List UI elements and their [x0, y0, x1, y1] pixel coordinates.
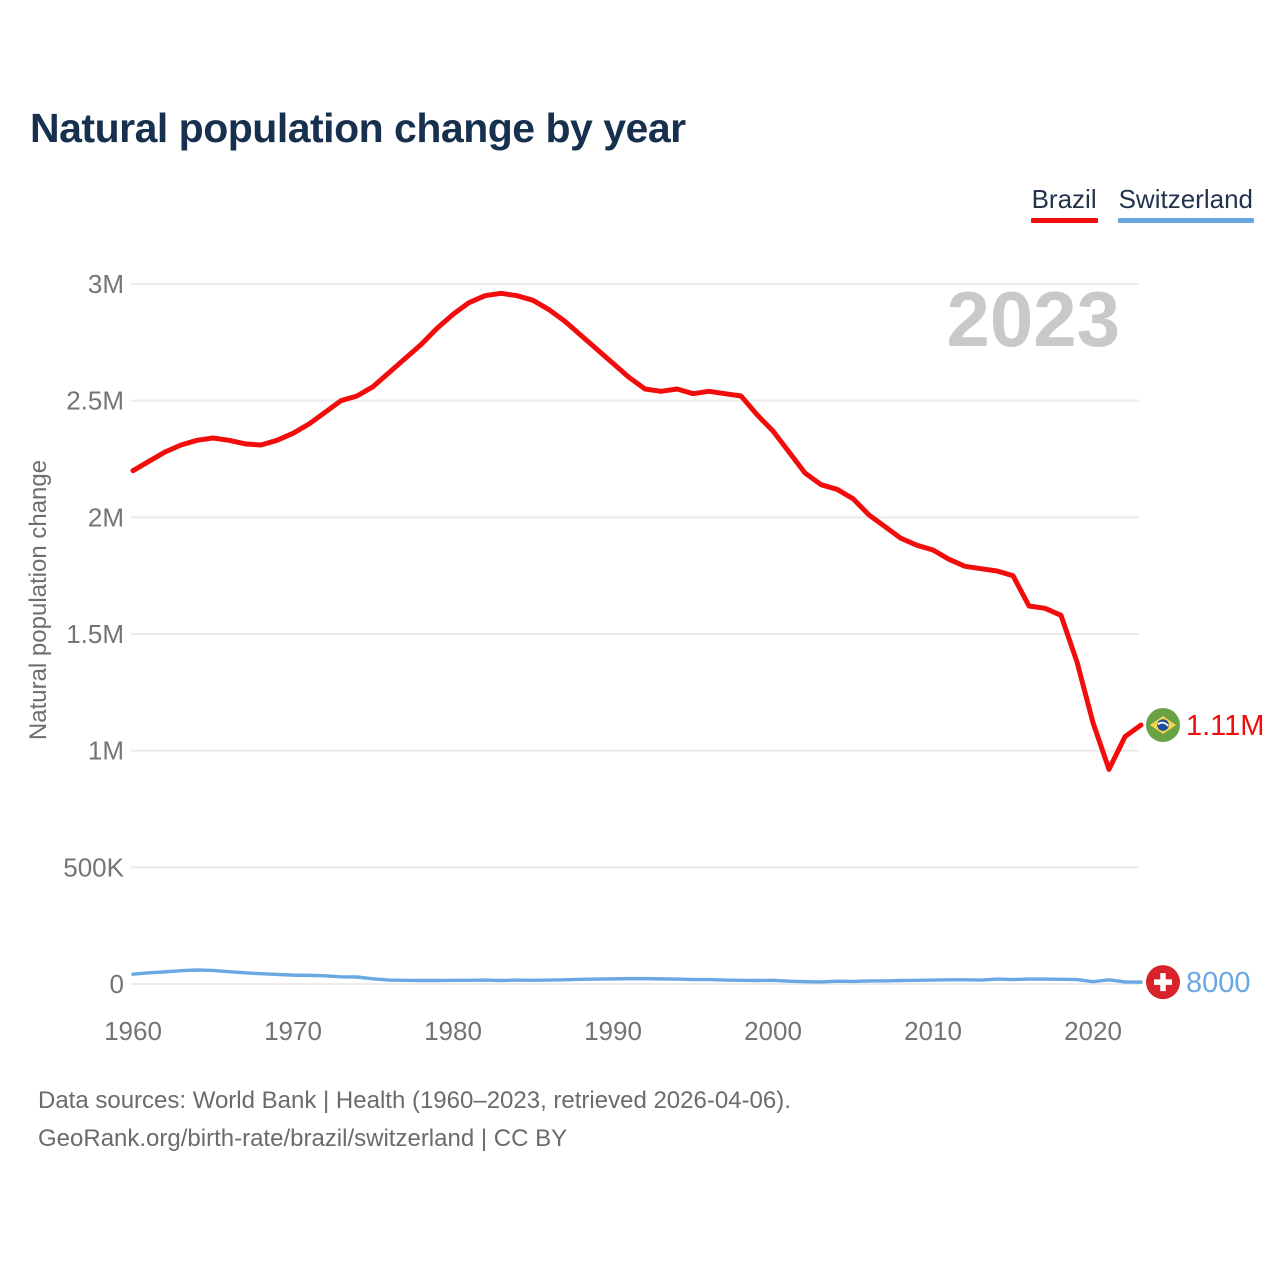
year-watermark: 2023	[946, 275, 1120, 363]
x-tick-label: 1960	[104, 1016, 162, 1046]
legend: Brazil Switzerland	[1030, 184, 1254, 223]
legend-underline-switzerland	[1117, 218, 1254, 223]
y-axis-tick-labels: 0 500K 1M 1.5M 2M 2.5M 3M	[63, 269, 124, 999]
gridlines	[131, 283, 1139, 985]
x-tick-label: 1970	[264, 1016, 322, 1046]
legend-label-brazil: Brazil	[1031, 184, 1097, 214]
legend-item-switzerland[interactable]: Switzerland	[1117, 184, 1254, 223]
x-tick-label: 1980	[424, 1016, 482, 1046]
brazil-line[interactable]	[130, 290, 1144, 772]
y-axis-title: Natural population change	[25, 460, 52, 740]
y-tick-label: 500K	[63, 852, 124, 882]
source-line-2: GeoRank.org/birth-rate/brazil/switzerlan…	[38, 1125, 568, 1152]
source-line-1: Data sources: World Bank | Health (1960–…	[38, 1087, 791, 1114]
x-tick-label: 2010	[904, 1016, 962, 1046]
x-tick-label: 2020	[1064, 1016, 1122, 1046]
page-title: Natural population change by year	[30, 105, 686, 151]
switzerland-flag-icon	[1145, 964, 1181, 1001]
switzerland-value-label: 8000	[1186, 967, 1251, 999]
source-note: Data sources: World Bank | Health (1960–…	[38, 1082, 791, 1158]
y-tick-label: 3M	[88, 269, 124, 299]
y-tick-label: 2.5M	[66, 386, 124, 416]
y-tick-label: 2M	[88, 502, 124, 532]
legend-item-brazil[interactable]: Brazil	[1030, 184, 1098, 223]
legend-underline-brazil	[1030, 218, 1098, 223]
y-tick-label: 1M	[88, 736, 124, 766]
y-tick-label: 1.5M	[66, 619, 124, 649]
x-tick-label: 1990	[584, 1016, 642, 1046]
brazil-flag-icon	[1145, 707, 1181, 743]
x-tick-label: 2000	[744, 1016, 802, 1046]
legend-label-switzerland: Switzerland	[1118, 184, 1253, 214]
x-axis-tick-labels: 1960 1970 1980 1990 2000 2010 2020	[104, 1016, 1122, 1046]
brazil-value-label: 1.11M	[1186, 710, 1264, 742]
switzerland-line[interactable]	[131, 968, 1143, 984]
y-tick-label: 0	[110, 969, 124, 999]
